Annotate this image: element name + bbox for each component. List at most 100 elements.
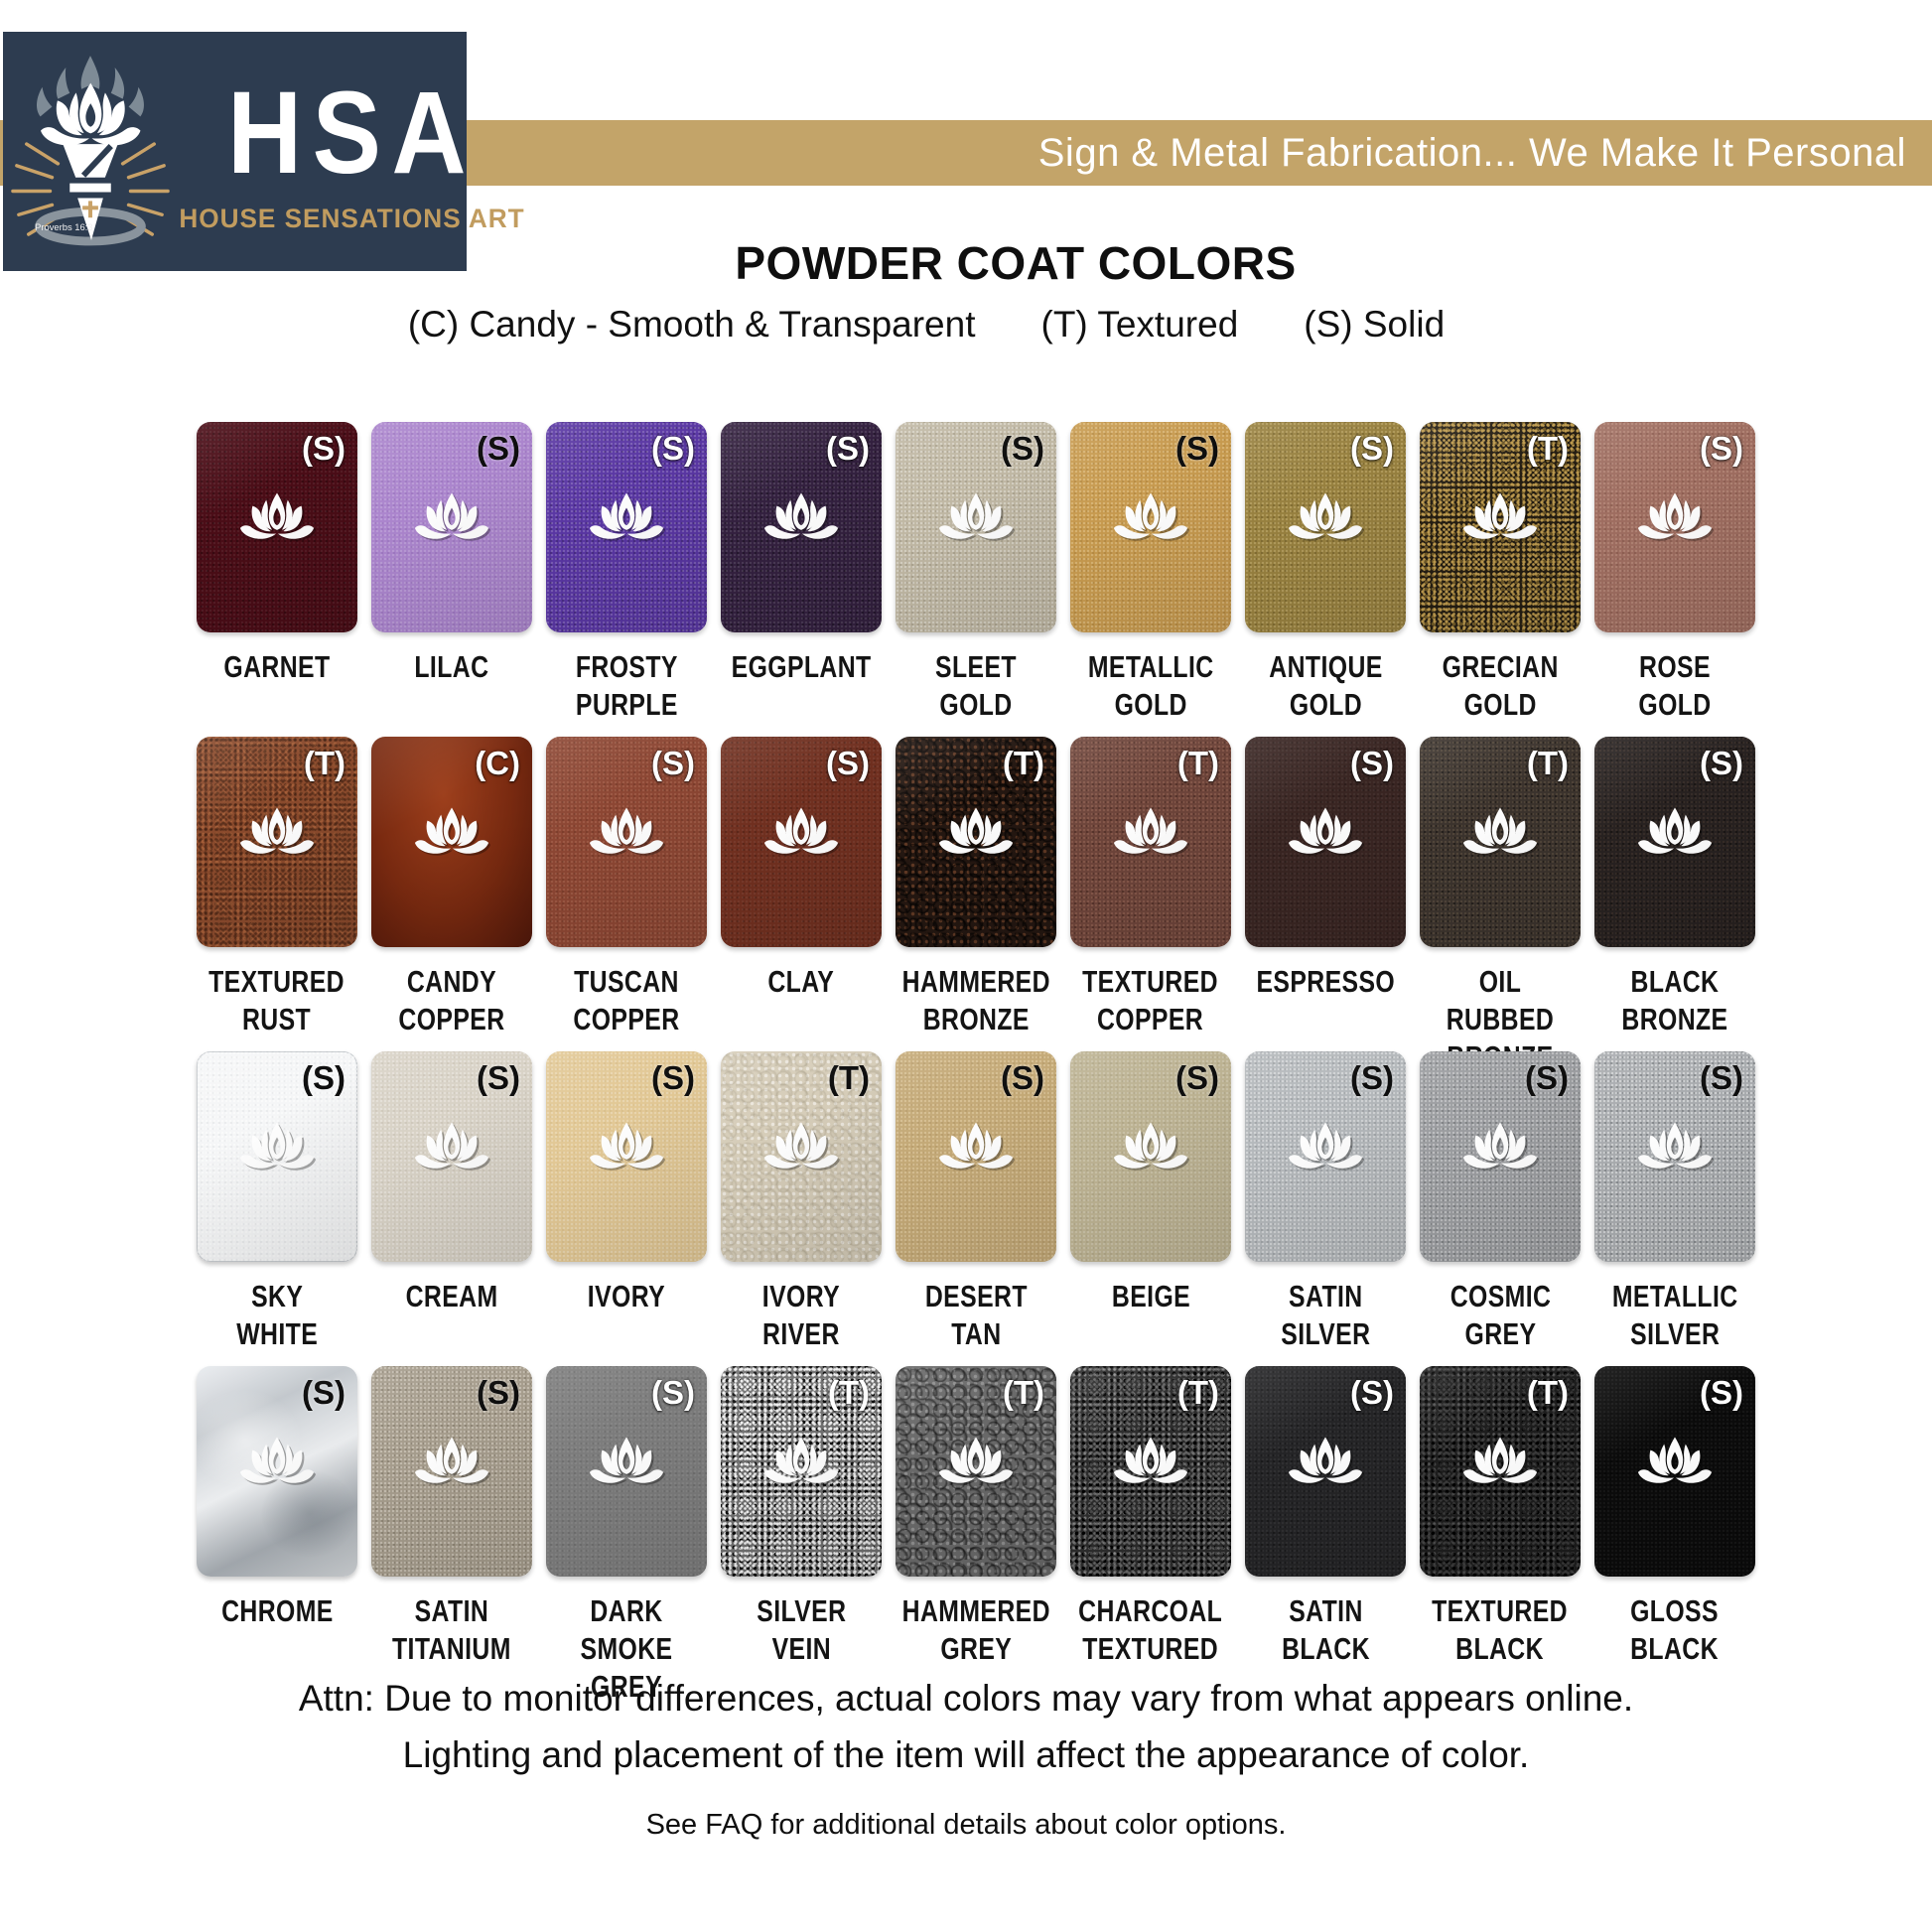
color-swatch-cell: (S) DESERT TAN xyxy=(896,1051,1056,1366)
swatch-tile: (S) xyxy=(197,422,357,632)
disclaimer-line-2: Lighting and placement of the item will … xyxy=(402,1734,1530,1775)
color-swatch-cell: (S) GLOSS BLACK xyxy=(1594,1366,1755,1681)
lotus-icon xyxy=(1288,807,1365,856)
swatch-grid: (S) GARNET (S) LILAC (S) xyxy=(197,422,1755,1704)
lotus-icon xyxy=(1462,807,1540,856)
color-swatch-cell: (S) ANTIQUE GOLD xyxy=(1245,422,1406,737)
color-swatch-cell: (S) GARNET xyxy=(197,422,357,737)
color-swatch-cell: (T) IVORY RIVER xyxy=(721,1051,882,1366)
color-name: DESERT TAN xyxy=(924,1279,1028,1351)
color-swatch-cell: (T) HAMMERED BRONZE xyxy=(896,737,1056,1051)
swatch-tile: (T) xyxy=(1420,1366,1581,1577)
color-name: CREAM xyxy=(405,1279,498,1313)
color-name: GRECIAN GOLD xyxy=(1442,649,1559,722)
lotus-icon xyxy=(414,807,491,856)
color-name: LILAC xyxy=(414,649,489,684)
finish-type-badge: (S) xyxy=(1700,1059,1743,1096)
swatch-tile: (T) xyxy=(1070,737,1231,947)
lotus-icon xyxy=(1637,1122,1715,1171)
disclaimer: Attn: Due to monitor differences, actual… xyxy=(0,1670,1932,1842)
color-name: ANTIQUE GOLD xyxy=(1268,649,1383,722)
faq-note: See FAQ for additional details about col… xyxy=(645,1809,1287,1841)
color-name: BEIGE xyxy=(1111,1279,1190,1313)
lotus-icon xyxy=(1637,1437,1715,1485)
swatch-tile: (T) xyxy=(197,737,357,947)
swatch-tile: (S) xyxy=(1594,1366,1755,1577)
color-swatch-cell: (S) SKY WHITE xyxy=(197,1051,357,1366)
swatch-tile: (S) xyxy=(1070,1051,1231,1262)
swatch-tile: (S) xyxy=(1245,1366,1406,1577)
legend-candy: (C) Candy - Smooth & Transparent xyxy=(407,304,976,345)
lotus-icon xyxy=(589,807,666,856)
color-swatch-cell: (S) CLAY xyxy=(721,737,882,1051)
finish-type-badge: (T) xyxy=(303,745,345,781)
color-swatch-cell: (S) FROSTY PURPLE xyxy=(546,422,707,737)
color-swatch-cell: (T) TEXTURED RUST xyxy=(197,737,357,1051)
color-name: SATIN BLACK xyxy=(1281,1593,1370,1666)
lotus-icon xyxy=(763,1122,841,1171)
color-swatch-cell: (S) SATIN SILVER xyxy=(1245,1051,1406,1366)
finish-type-badge: (S) xyxy=(651,1059,695,1096)
swatch-tile: (S) xyxy=(1245,1051,1406,1262)
color-name: METALLIC GOLD xyxy=(1087,649,1214,722)
finish-type-badge: (S) xyxy=(1525,1059,1569,1096)
lotus-icon xyxy=(1113,492,1190,541)
finish-type-badge: (S) xyxy=(1350,745,1394,781)
swatch-tile: (T) xyxy=(1070,1366,1231,1577)
lotus-icon xyxy=(40,82,141,145)
color-name: SATIN TITANIUM xyxy=(392,1593,511,1666)
color-name: SATIN SILVER xyxy=(1280,1279,1371,1351)
swatch-tile: (S) xyxy=(1420,1051,1581,1262)
finish-type-badge: (S) xyxy=(302,1059,345,1096)
swatch-tile: (S) xyxy=(1594,422,1755,632)
lotus-icon xyxy=(1288,492,1365,541)
color-name: BLACK BRONZE xyxy=(1621,964,1728,1036)
finish-type-badge: (T) xyxy=(1002,745,1044,781)
lotus-icon xyxy=(239,1122,317,1171)
finish-type-badge: (T) xyxy=(1176,745,1219,781)
swatch-tile: (S) xyxy=(197,1366,357,1577)
disclaimer-line-1: Attn: Due to monitor differences, actual… xyxy=(298,1678,1634,1719)
color-swatch-cell: (S) SATIN TITANIUM xyxy=(371,1366,532,1681)
lotus-icon xyxy=(1462,492,1540,541)
lotus-icon xyxy=(589,1122,666,1171)
color-name: SLEET GOLD xyxy=(935,649,1017,722)
verse-text: Proverbs 16:3 xyxy=(35,222,92,232)
swatch-tile: (C) xyxy=(371,737,532,947)
swatch-tile: (S) xyxy=(721,422,882,632)
color-swatch-cell: (S) ESPRESSO xyxy=(1245,737,1406,1051)
color-swatch-cell: (S) EGGPLANT xyxy=(721,422,882,737)
finish-type-badge: (S) xyxy=(826,745,870,781)
color-swatch-cell: (S) CHROME xyxy=(197,1366,357,1681)
finish-type-badge: (S) xyxy=(1700,745,1743,781)
color-swatch-cell: (S) ROSE GOLD xyxy=(1594,422,1755,737)
swatch-tile: (T) xyxy=(1420,737,1581,947)
color-name: TEXTURED RUST xyxy=(208,964,345,1036)
color-swatch-cell: (S) DARK SMOKE GREY xyxy=(546,1366,707,1704)
swatch-tile: (S) xyxy=(371,422,532,632)
finish-type-badge: (T) xyxy=(827,1374,870,1411)
swatch-tile: (T) xyxy=(721,1051,882,1262)
color-name: IVORY xyxy=(587,1279,666,1313)
color-swatch-cell: (S) TUSCAN COPPER xyxy=(546,737,707,1051)
lotus-icon xyxy=(1637,807,1715,856)
torch-lotus-emblem-icon: Proverbs 16:3 xyxy=(11,55,170,245)
swatch-tile: (T) xyxy=(896,737,1056,947)
color-name: CHARCOAL TEXTURED xyxy=(1078,1593,1223,1666)
finish-type-badge: (C) xyxy=(475,745,520,781)
finish-type-badge: (S) xyxy=(302,430,345,467)
finish-type-badge: (T) xyxy=(1526,430,1569,467)
color-swatch-cell: (S) SATIN BLACK xyxy=(1245,1366,1406,1681)
swatch-tile: (S) xyxy=(896,422,1056,632)
lotus-icon xyxy=(239,807,317,856)
finish-type-badge: (S) xyxy=(651,1374,695,1411)
finish-type-badge: (S) xyxy=(651,745,695,781)
swatch-tile: (S) xyxy=(546,422,707,632)
finish-type-badge: (S) xyxy=(1001,430,1044,467)
color-name: COSMIC GREY xyxy=(1449,1279,1551,1351)
finish-type-badge: (S) xyxy=(651,430,695,467)
legend-textured: (T) Textured xyxy=(1040,304,1239,345)
swatch-tile: (T) xyxy=(1420,422,1581,632)
color-name: DARK SMOKE GREY xyxy=(580,1593,673,1704)
color-name: TEXTURED COPPER xyxy=(1082,964,1219,1036)
